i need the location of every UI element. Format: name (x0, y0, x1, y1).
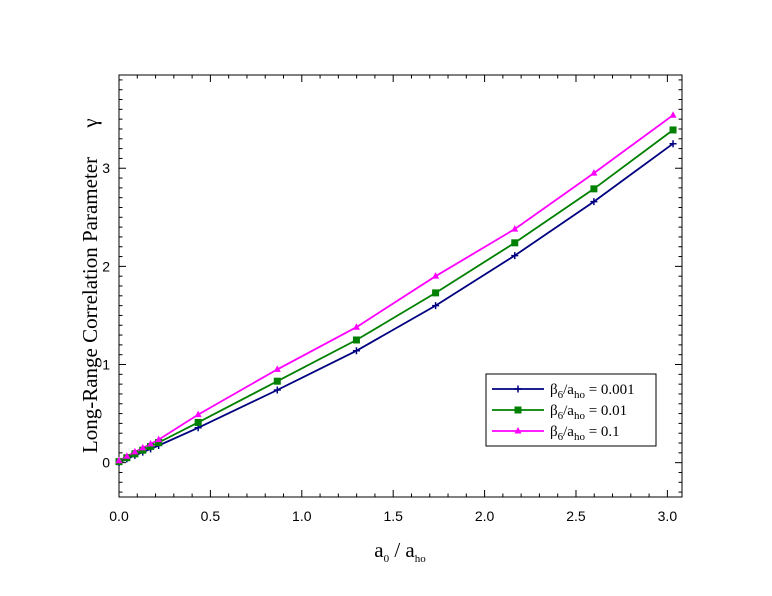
data-point-2 (123, 452, 131, 459)
x-tick-label: 2.0 (475, 508, 495, 524)
data-point-0 (669, 140, 677, 148)
data-point-2 (432, 272, 440, 279)
x-tick-label: 0.0 (109, 508, 129, 524)
axis-ticks (118, 75, 682, 497)
data-point-2 (669, 111, 677, 118)
data-point-2 (155, 435, 163, 443)
legend-marker-0 (514, 385, 522, 393)
x-tick-label: 1.5 (383, 508, 403, 524)
data-point-2 (139, 443, 147, 451)
data-point-0 (511, 252, 519, 260)
x-tick-label: 0.5 (201, 508, 221, 524)
data-point-1 (155, 439, 163, 447)
x-tick-label: 3.0 (658, 508, 678, 524)
data-point-2 (147, 440, 155, 447)
x-axis-title: a0 / aho (374, 538, 426, 565)
data-point-0 (590, 198, 598, 206)
y-tick-label: 2 (102, 258, 110, 274)
data-point-0 (352, 347, 360, 355)
data-point-2 (131, 447, 139, 455)
y-tick-label: 1 (102, 357, 110, 373)
data-point-1 (590, 185, 598, 193)
data-point-1 (352, 336, 360, 344)
legend-marker-2 (514, 427, 522, 434)
data-point-2 (115, 456, 123, 464)
y-tick-label: 0 (102, 455, 110, 471)
data-point-2 (511, 225, 519, 232)
legend-label-1: β6/aho = 0.01 (550, 403, 627, 422)
x-tick-labels: 0.0 0.5 1.0 1.5 2.0 2.5 3.0 (109, 508, 677, 524)
data-point-2 (194, 410, 202, 418)
data-point-2 (590, 169, 598, 176)
data-point-1 (669, 126, 677, 134)
x-tick-label: 1.0 (292, 508, 312, 524)
y-axis-title: Long-Range Correlation Parameter (78, 157, 102, 453)
data-point-1 (511, 239, 519, 247)
data-point-1 (194, 418, 202, 426)
y-tick-labels: 0 1 2 3 (102, 160, 110, 470)
data-point-2 (352, 323, 360, 330)
legend: β6/aho = 0.001 β6/aho = 0.01 β6/aho = 0.1 (485, 373, 657, 447)
y-axis-symbol: γ (78, 118, 102, 128)
data-point-1 (273, 377, 281, 385)
series-markers (115, 111, 677, 467)
x-tick-label: 2.5 (566, 508, 586, 524)
legend-label-2: β6/aho = 0.1 (550, 424, 620, 443)
data-point-1 (432, 289, 440, 297)
data-point-0 (273, 386, 281, 394)
y-tick-label: 3 (102, 160, 110, 176)
data-point-0 (432, 302, 440, 310)
legend-label-0: β6/aho = 0.001 (550, 382, 635, 401)
data-point-2 (273, 365, 281, 372)
legend-marker-1 (514, 406, 522, 414)
